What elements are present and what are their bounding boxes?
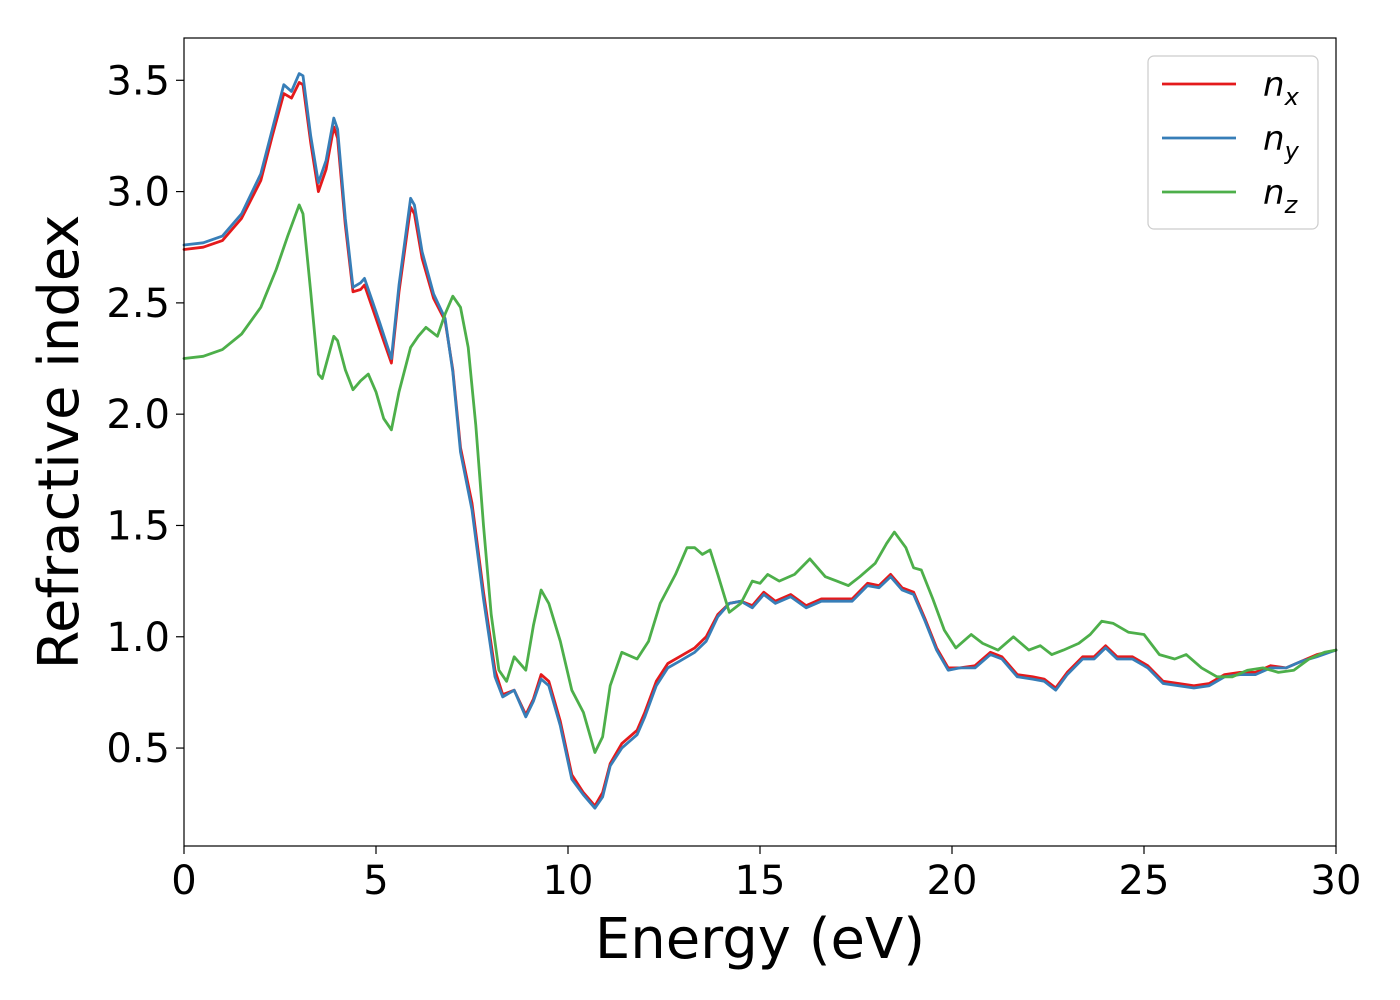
y-tick-label: 3.5: [106, 58, 170, 104]
x-tick-label: 25: [1119, 858, 1170, 904]
legend: nx ny nz: [1147, 55, 1319, 230]
legend-label-x: nx: [1263, 65, 1300, 111]
series-line-x: [182, 81, 1338, 808]
y-tick-label: 1.5: [106, 503, 170, 549]
x-tick-label: 30: [1311, 858, 1362, 904]
x-tick-label: 5: [363, 858, 388, 904]
legend-label-z: nz: [1263, 173, 1299, 219]
lines-layer: [182, 72, 1338, 810]
y-tick-label: 2.0: [106, 392, 170, 438]
legend-entries: nx ny nz: [1162, 65, 1300, 219]
x-tick-label: 15: [735, 858, 786, 904]
x-tick-label: 10: [543, 858, 594, 904]
legend-box: [1147, 55, 1319, 230]
y-axis-label: Refractive index: [27, 215, 92, 670]
y-tick-label: 3.0: [106, 170, 170, 216]
y-tick-label: 1.0: [106, 615, 170, 661]
series-line-z: [182, 203, 1338, 754]
y-tick-label: 0.5: [106, 726, 170, 772]
x-axis-ticks: 0 5 10 15 20 25 30: [171, 846, 1361, 904]
x-tick-label: 20: [927, 858, 978, 904]
x-tick-label: 0: [171, 858, 196, 904]
y-tick-label: 2.5: [106, 281, 170, 327]
x-axis-label: Energy (eV): [595, 907, 925, 972]
legend-label-y: ny: [1263, 119, 1300, 165]
series-line-y: [182, 72, 1338, 810]
y-axis-ticks: 0.5 1.0 1.5 2.0 2.5 3.0 3.5: [106, 58, 184, 772]
